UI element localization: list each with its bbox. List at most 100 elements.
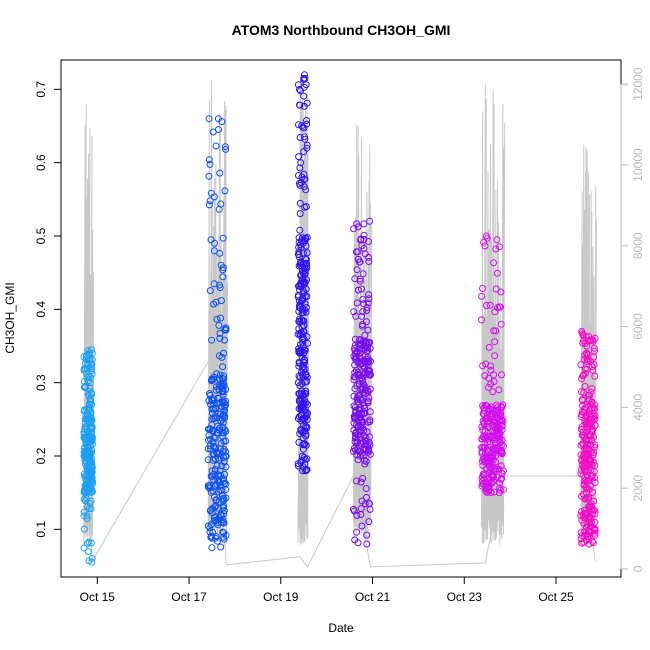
x-tick-label: Oct 23 [447, 590, 483, 604]
data-point [363, 348, 371, 356]
data-point [221, 143, 229, 151]
data-point [210, 442, 217, 450]
data-point [301, 378, 309, 386]
data-point [219, 380, 227, 388]
data-point [295, 359, 303, 367]
data-point [295, 438, 303, 446]
data-point [86, 401, 94, 409]
data-point [208, 544, 216, 552]
data-point [589, 539, 597, 547]
data-point [297, 280, 305, 288]
data-point [83, 423, 91, 430]
data-point [489, 444, 497, 452]
data-point [216, 334, 224, 342]
data-point [359, 270, 367, 278]
data-point [580, 532, 588, 540]
data-point [301, 455, 309, 463]
data-point [86, 473, 94, 481]
data-point [85, 486, 92, 494]
data-point [478, 292, 486, 300]
data-point [83, 414, 91, 422]
data-point [207, 472, 215, 480]
data-point [357, 385, 365, 393]
data-point [362, 338, 370, 346]
chart-title: ATOM3 Northbound CH3OH_GMI [232, 22, 451, 38]
data-point [211, 239, 219, 247]
data-point [478, 473, 486, 481]
data-point [358, 522, 366, 530]
data-point [366, 370, 374, 378]
data-point [481, 372, 489, 380]
data-point [587, 514, 595, 522]
data-point [363, 540, 371, 548]
data-point [354, 422, 362, 430]
data-point [211, 414, 219, 422]
data-point [296, 199, 304, 207]
data-point [359, 308, 367, 316]
data-point [489, 406, 496, 414]
data-point [208, 336, 216, 344]
data-point [295, 153, 303, 161]
data-point [488, 470, 496, 478]
y2-tick-label: 4000 [631, 394, 645, 421]
data-point [480, 238, 488, 246]
data-point [217, 261, 225, 269]
data-point [479, 362, 487, 370]
data-point [489, 421, 497, 429]
data-point [86, 459, 94, 467]
data-point [210, 300, 218, 308]
data-point [222, 326, 230, 334]
data-point [211, 455, 219, 463]
data-point [80, 495, 88, 503]
data-point [303, 466, 310, 474]
data-point [221, 403, 229, 411]
data-point [221, 325, 229, 333]
data-point [211, 534, 219, 542]
data-point [487, 366, 495, 374]
data-point [301, 133, 308, 141]
data-point [301, 427, 309, 435]
data-point [215, 381, 223, 389]
data-point [578, 411, 586, 419]
data-point [498, 421, 506, 429]
y2-tick-label: 0 [631, 565, 645, 572]
data-point [85, 406, 92, 414]
data-point [86, 356, 94, 364]
data-point [210, 395, 218, 403]
data-point [577, 441, 585, 449]
data-point [587, 357, 595, 365]
data-point [479, 477, 486, 485]
data-point [479, 426, 487, 434]
data-point [219, 273, 227, 281]
data-point [222, 145, 230, 153]
data-point [219, 497, 227, 505]
data-point [493, 269, 501, 277]
data-point [299, 339, 307, 347]
data-point [299, 467, 307, 475]
data-point [217, 439, 225, 447]
data-point [350, 376, 358, 384]
data-point [85, 557, 93, 565]
data-point [356, 349, 364, 357]
data-point [490, 327, 498, 335]
data-point [298, 353, 306, 361]
data-point [212, 142, 220, 150]
data-point [577, 512, 585, 520]
data-point [584, 477, 592, 485]
data-point [357, 478, 365, 486]
data-point [577, 361, 585, 369]
data-point [485, 486, 493, 494]
data-point [219, 390, 227, 398]
data-point [480, 444, 488, 452]
data-point [483, 302, 490, 309]
flight-2-points [204, 115, 230, 552]
data-point [357, 235, 365, 243]
data-point [86, 448, 94, 456]
data-point [358, 312, 366, 320]
y-tick-label: 0.4 [34, 301, 48, 318]
data-point [294, 415, 302, 423]
data-point [578, 408, 586, 416]
data-point [299, 309, 307, 317]
data-point [80, 444, 88, 452]
data-point [83, 515, 91, 522]
